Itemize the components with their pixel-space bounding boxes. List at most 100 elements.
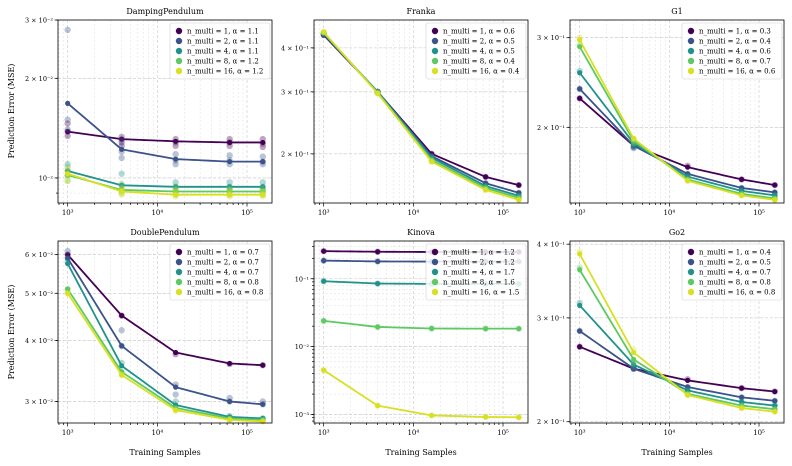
y-axis-label-top: Prediction Error (MSE) [7,64,16,159]
legend-label: n_multi = 4, α = 0.5 [443,48,515,56]
legend-marker [175,268,183,276]
fit-curve [579,304,775,407]
legend-label-text: n_multi = 2, α = 0.5 [699,259,771,267]
seed-point [226,152,233,159]
panel-g1: 2 × 10⁻¹ 3 × 10⁻¹ 10³ 10⁴ 10⁵ G1 n_multi = 1, … [537,7,785,217]
x-tick-label: 10⁴ [663,209,675,217]
legend-box [169,22,271,80]
legend-label-text: n_multi = 1, α = 0.4 [699,249,771,257]
data-point [375,403,381,409]
x-tick-label: 10³ [318,429,330,437]
y-tick-label: 2 × 10⁻¹ [537,418,565,426]
legend-marker [175,47,183,55]
y-axis-label-bottom: Prediction Error (MSE) [7,285,16,380]
fit-curve [323,369,519,419]
legend-label-text: n_multi = 1, α = 1.2 [443,249,515,257]
legend-label: n_multi = 1, α = 0.3 [699,28,771,36]
legend-marker [431,288,439,296]
legend-marker [175,288,183,296]
legend-label-text: n_multi = 8, α = 0.4 [443,58,515,66]
fit-curve [66,288,263,421]
data-point [321,258,327,264]
seed-point [64,161,71,168]
data-point [429,159,435,165]
data-point [739,385,745,391]
data-point [577,37,583,43]
data-point [260,184,266,190]
legend-box [425,22,527,80]
legend-marker [431,268,439,276]
y-tick-label: 2 × 10⁻² [25,75,53,83]
panel-title: Franka [407,7,436,16]
x-tick-label: 10³ [62,209,74,217]
data-point [375,324,381,330]
legend-label: n_multi = 8, α = 0.7 [699,58,771,66]
series-16 [320,366,522,421]
data-point [739,176,745,183]
legend-label: n_multi = 1, α = 0.7 [187,249,259,257]
data-point [483,414,489,420]
data-point [260,192,266,198]
legend-label-text: n_multi = 2, α = 0.4 [699,38,771,46]
data-point [429,325,435,332]
data-point [772,398,778,404]
legend-label: n_multi = 16, α = 0.6 [699,68,776,76]
data-point [227,360,233,367]
seed-point [172,142,179,150]
data-point [772,182,778,188]
y-tick-label: 5 × 10⁻² [25,290,53,298]
series-1 [64,120,266,151]
legend-marker [431,258,439,266]
seed-point [64,177,71,185]
seed-point [172,179,179,186]
legend-label-text: n_multi = 8, α = 0.7 [699,58,771,66]
legend-label: n_multi = 4, α = 0.7 [187,269,259,277]
legend-label-text: n_multi = 16, α = 0.8 [699,289,775,297]
data-point [119,372,125,378]
x-tick-label: 10³ [62,429,74,437]
legend-label-text: n_multi = 8, α = 1.2 [187,58,259,66]
data-point [577,344,583,350]
data-point [739,399,745,405]
panel-title: G1 [671,7,682,16]
data-point [119,312,125,319]
plot-frame [57,19,273,204]
y-tick-label: 4 × 10⁻¹ [281,44,309,52]
data-point [260,401,266,407]
y-tick-label: 3 × 10⁻² [25,398,53,406]
legend-label-text: n_multi = 2, α = 0.7 [187,259,259,267]
seed-point [172,183,179,191]
y-tick-label: 3 × 10⁻² [25,17,53,25]
x-tick-label: 10⁵ [753,209,765,217]
legend-label: n_multi = 8, α = 1.2 [187,58,259,66]
legend-marker [687,288,695,296]
y-tick-label: 2 × 10⁻¹ [281,150,309,158]
legend-marker [175,37,183,45]
legend-label: n_multi = 16, α = 0.8 [699,289,775,297]
series-8 [320,317,522,332]
legend-marker [687,258,695,266]
data-point [577,302,583,308]
x-tick-label: 10⁴ [151,209,163,217]
legend-marker [175,248,183,256]
legend-label-text: n_multi = 4, α = 1.7 [443,269,515,277]
legend-label: n_multi = 4, α = 0.7 [699,269,771,277]
seed-point [64,177,71,185]
seed-point [226,179,233,186]
panel-dampingpendulum: 10⁻² 2 × 10⁻² 3 × 10⁻² 10³ 10⁴ 10⁵ DampingPend… [25,7,273,217]
data-point [227,184,233,190]
legend-label: n_multi = 8, α = 0.8 [699,279,771,287]
seed-point [64,247,71,255]
panel-doublependulum: 3 × 10⁻² 4 × 10⁻² 5 × 10⁻² 6 × 10⁻² 10³ 10⁴ 10… [25,228,273,437]
legend-marker [687,47,695,55]
legend-marker [175,278,183,286]
data-point [65,286,71,292]
seed-point [64,126,71,133]
data-point [375,249,381,255]
legend-label: n_multi = 4, α = 1.1 [187,48,259,56]
data-point [685,178,691,184]
panel-title: DampingPendulum [126,7,204,16]
data-point [483,187,489,193]
legend: n_multi = 1, α = 1.2 n_multi = 2, α = 1.2… [425,243,527,301]
